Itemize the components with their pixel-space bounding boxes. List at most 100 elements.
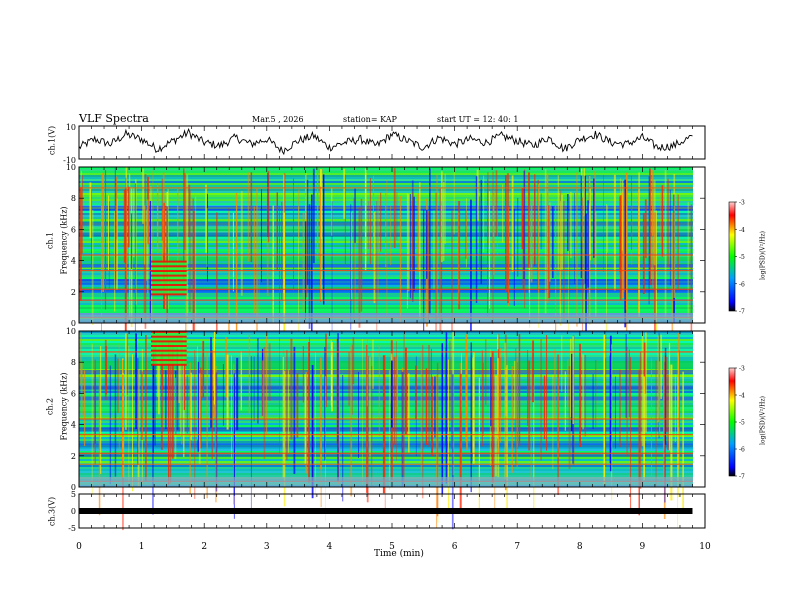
spectrogram-striation [157, 342, 159, 398]
spectrogram-striation [465, 357, 467, 421]
spectrogram-striation [231, 355, 232, 459]
spectrogram-band [79, 271, 693, 273]
spectrogram-band [79, 303, 693, 305]
spectrogram-striation [197, 346, 198, 440]
spectrogram-striation [423, 209, 425, 356]
spectrogram-striation [197, 361, 200, 452]
spectrogram-striation [114, 354, 117, 477]
spectrogram-striation [518, 333, 521, 446]
spectrogram-band [79, 287, 693, 289]
spectrogram-band [79, 288, 693, 293]
spectrogram-striation [232, 212, 234, 292]
spectrogram-striation [434, 376, 436, 438]
spectrogram-striation [377, 195, 379, 301]
spectrogram-striation [134, 183, 136, 335]
spectrogram-band [79, 471, 693, 473]
spectrogram-band [79, 413, 693, 415]
ch3-ytick-label: 0 [71, 507, 76, 516]
spectrogram-striation [453, 168, 455, 235]
spectrogram-burst-line [150, 359, 187, 362]
spectrogram-striation [466, 344, 468, 450]
spectrogram-striation [585, 213, 587, 337]
spectrogram-striation [257, 338, 259, 424]
spectrogram-line [79, 418, 693, 420]
spectrogram-striation [322, 168, 324, 268]
spectrogram-band [79, 383, 693, 385]
spectrogram-striation [516, 358, 518, 467]
spectrogram-striation [315, 352, 316, 498]
spectrogram-line [79, 254, 693, 256]
spectrogram-striation [625, 333, 627, 418]
spectrogram-striation [673, 174, 676, 298]
spectrogram-striation [619, 369, 621, 448]
spectrogram-striation [302, 212, 305, 312]
spectrogram-striation [183, 168, 185, 286]
spectrogram-striation [543, 375, 546, 440]
spectrogram-striation [287, 370, 289, 454]
spectrogram-striation [311, 365, 314, 499]
spectrogram-striation [677, 377, 679, 529]
ch1-trace [78, 127, 693, 156]
spectrogram-band [79, 473, 693, 475]
spectrogram-striation [499, 357, 501, 418]
spectrogram-band [79, 295, 693, 297]
panel-frames [78, 125, 706, 529]
spectrogram-striation [422, 345, 424, 499]
spectrogram-striation [308, 204, 311, 329]
spectrogram-striation [142, 168, 145, 224]
ch1-waveform-ylabel: ch.1(V) [47, 125, 57, 156]
spectrogram-striation [513, 360, 516, 420]
spectrogram-striation [678, 350, 680, 428]
spectrogram-striation [373, 175, 374, 253]
spectrogram-striation [571, 353, 573, 432]
colorbar-tick-label: -6 [739, 447, 745, 454]
spectrogram-striation [169, 343, 172, 484]
spectrogram-striation [388, 370, 391, 490]
time-tick-label: 3 [264, 542, 270, 552]
spectrogram-line [79, 434, 693, 436]
spectrogram-striation [641, 332, 644, 447]
spectrogram-burst-line [150, 349, 187, 352]
spectrogram-striation [435, 192, 437, 338]
spectrogram-striation [116, 176, 118, 240]
spectrogram-striation [366, 338, 368, 406]
spectrogram-striation [481, 350, 483, 447]
spectrogram-band [79, 307, 693, 309]
spectrogram-striation [305, 173, 307, 222]
spectrogram-striation [568, 213, 569, 343]
spectrogram-striation [540, 339, 542, 461]
spectrogram-striation [177, 187, 179, 269]
spectrogram-band [79, 293, 693, 295]
spectrogram-striation [648, 176, 650, 305]
spectrogram-striation [582, 197, 583, 339]
spectrogram-striation [126, 333, 129, 396]
spectrogram-striation [490, 357, 492, 427]
spectrogram-striation [443, 181, 445, 261]
spectrogram-striation [240, 351, 242, 411]
spectrogram-band [79, 345, 693, 347]
spectrogram-striation [564, 371, 566, 431]
spectrogram-striation [256, 187, 258, 331]
spectrogram-striation [507, 173, 509, 304]
spectrogram-line [79, 463, 693, 465]
spectrogram-striation [470, 342, 472, 493]
spectrogram-striation [247, 172, 249, 262]
spectrogram-striation [222, 364, 224, 426]
spectrogram-striation [100, 346, 102, 474]
spectrogram-striation [570, 191, 572, 258]
spectrogram-striation [263, 347, 266, 459]
spectrogram-striation [444, 173, 446, 245]
spectrogram-striation [588, 203, 590, 255]
spectrogram-striation [517, 197, 519, 277]
spectrogram-burst-line [150, 279, 187, 282]
spectrogram-striation [621, 180, 623, 251]
spectrogram-band [79, 465, 693, 467]
spectrogram-striation [140, 371, 143, 441]
spectrogram-striation [497, 208, 498, 256]
spectrogram-striation [664, 361, 666, 503]
spectrogram-striation [161, 178, 163, 241]
spectrogram-striation [396, 355, 398, 413]
time-tick-label: 5 [389, 542, 395, 552]
spectrogram-striation [619, 196, 622, 273]
spectrogram-striation [250, 172, 253, 263]
